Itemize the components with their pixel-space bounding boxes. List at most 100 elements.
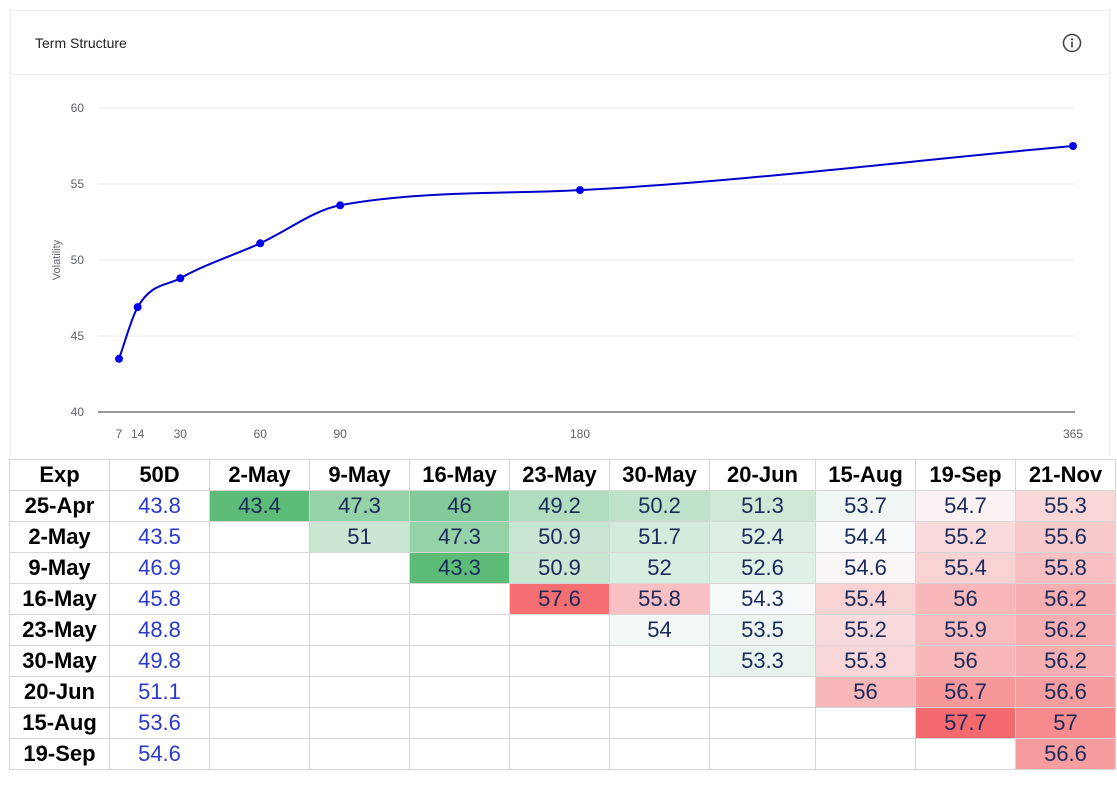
vol-cell	[409, 583, 510, 615]
expiry-cell: 16-May	[9, 583, 110, 615]
volatility-table: Exp 50D 2-May 9-May 16-May 23-May 30-May 20-Jun…	[9, 459, 1116, 770]
delta50-cell: 51.1	[109, 676, 210, 708]
vol-cell: 50.2	[609, 490, 710, 522]
y-tick-label: 60	[71, 101, 85, 115]
column-header: 23-May	[509, 459, 610, 491]
delta50-cell: 54.6	[109, 738, 210, 770]
vol-cell	[709, 738, 816, 770]
vol-cell	[709, 707, 816, 739]
data-point[interactable]	[256, 239, 265, 248]
data-point[interactable]	[336, 201, 345, 210]
vol-cell	[209, 645, 310, 677]
vol-cell: 56.2	[1015, 583, 1116, 615]
vol-cell: 57.7	[915, 707, 1016, 739]
vol-cell: 55.2	[915, 521, 1016, 553]
vol-cell	[209, 707, 310, 739]
vol-cell: 55.8	[609, 583, 710, 615]
vol-cell: 55.4	[815, 583, 916, 615]
vol-cell: 49.2	[509, 490, 610, 522]
column-header: Exp	[9, 459, 110, 491]
vol-cell	[209, 738, 310, 770]
vol-cell	[309, 738, 410, 770]
table-row: 2-May 43.5 51 47.3 50.9 51.7 52.4 54.4 55.2 55.6	[9, 521, 1116, 553]
vol-cell: 51	[309, 521, 410, 553]
vol-cell	[915, 738, 1016, 770]
vol-cell	[309, 676, 410, 708]
data-point[interactable]	[133, 303, 142, 312]
column-header: 50D	[109, 459, 210, 491]
vol-cell: 56.2	[1015, 614, 1116, 646]
vol-cell	[509, 645, 610, 677]
term-structure-panel: Term Structure	[10, 10, 1110, 456]
vol-cell: 57	[1015, 707, 1116, 739]
x-tick-label: 180	[570, 427, 590, 441]
vol-cell: 56.7	[915, 676, 1016, 708]
column-header: 15-Aug	[815, 459, 916, 491]
expiry-cell: 19-Sep	[9, 738, 110, 770]
expiry-cell: 20-Jun	[9, 676, 110, 708]
vol-cell: 52	[609, 552, 710, 584]
vol-cell: 57.6	[509, 583, 610, 615]
y-axis-ticks: 40 45 50 55 60	[71, 101, 85, 419]
x-axis-ticks: 7 14 30 60 90 180 365	[116, 427, 1084, 441]
data-point[interactable]	[176, 274, 185, 283]
column-header: 20-Jun	[709, 459, 816, 491]
vol-cell: 46	[409, 490, 510, 522]
expiry-cell: 23-May	[9, 614, 110, 646]
column-header: 16-May	[409, 459, 510, 491]
y-tick-label: 50	[71, 253, 85, 267]
vol-cell	[409, 738, 510, 770]
data-point[interactable]	[115, 354, 123, 363]
vol-cell: 51.3	[709, 490, 816, 522]
vol-cell: 56.6	[1015, 738, 1116, 770]
vol-cell	[509, 676, 610, 708]
vol-cell: 47.3	[409, 521, 510, 553]
vol-cell: 55.4	[915, 552, 1016, 584]
vol-cell: 50.9	[509, 521, 610, 553]
vol-cell: 53.3	[709, 645, 816, 677]
vol-cell: 52.6	[709, 552, 816, 584]
expiry-cell: 15-Aug	[9, 707, 110, 739]
data-point[interactable]	[576, 186, 585, 195]
vol-cell	[309, 645, 410, 677]
vol-cell	[409, 614, 510, 646]
delta50-cell: 43.5	[109, 521, 210, 553]
vol-cell: 54.7	[915, 490, 1016, 522]
column-header: 9-May	[309, 459, 410, 491]
vol-cell	[309, 707, 410, 739]
column-header: 2-May	[209, 459, 310, 491]
table-row: 19-Sep 54.6 56.6	[9, 738, 1116, 770]
table-row: 16-May 45.8 57.6 55.8 54.3 55.4 56 56.2	[9, 583, 1116, 615]
y-axis-label: Volatility	[51, 239, 63, 280]
info-icon[interactable]	[1062, 33, 1082, 53]
vol-cell: 56	[915, 645, 1016, 677]
data-point[interactable]	[1069, 142, 1077, 150]
expiry-cell: 25-Apr	[9, 490, 110, 522]
vol-cell	[509, 738, 610, 770]
x-tick-label: 14	[131, 427, 145, 441]
vol-cell	[309, 552, 410, 584]
panel-header: Term Structure	[11, 11, 1109, 75]
vol-cell: 53.7	[815, 490, 916, 522]
table-header-row: Exp 50D 2-May 9-May 16-May 23-May 30-May 20-Jun…	[9, 459, 1116, 491]
x-tick-label: 30	[174, 427, 188, 441]
vol-cell: 50.9	[509, 552, 610, 584]
vol-cell	[815, 738, 916, 770]
table-row: 23-May 48.8 54 53.5 55.2 55.9 56.2	[9, 614, 1116, 646]
vol-cell: 56.6	[1015, 676, 1116, 708]
delta50-cell: 43.8	[109, 490, 210, 522]
vol-cell: 54.3	[709, 583, 816, 615]
vol-cell	[409, 676, 510, 708]
vol-cell	[609, 738, 710, 770]
vol-cell: 55.9	[915, 614, 1016, 646]
table-row: 25-Apr 43.8 43.4 47.3 46 49.2 50.2 51.3 53.7 54.7…	[9, 490, 1116, 522]
delta50-cell: 48.8	[109, 614, 210, 646]
vol-cell: 43.3	[409, 552, 510, 584]
vol-cell: 54	[609, 614, 710, 646]
y-tick-label: 55	[71, 177, 85, 191]
term-structure-chart: 40 45 50 55 60 7 14 30 60 90 180 365 Volatility	[51, 101, 1084, 441]
vol-cell: 55.6	[1015, 521, 1116, 553]
y-tick-label: 40	[71, 405, 85, 419]
vol-cell: 55.2	[815, 614, 916, 646]
column-header: 30-May	[609, 459, 710, 491]
